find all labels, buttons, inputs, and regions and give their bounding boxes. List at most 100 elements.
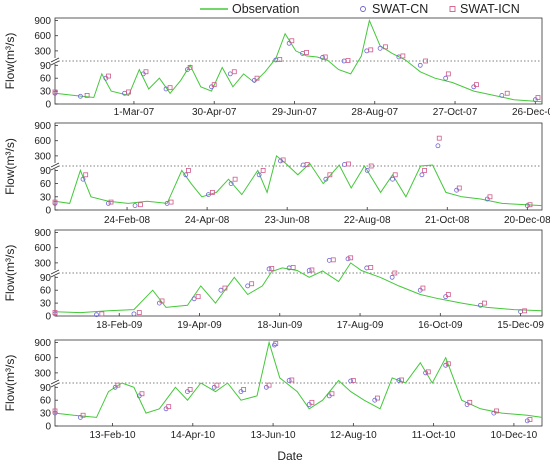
swat-icn-point bbox=[487, 194, 493, 200]
x-tick-label: 15-Dec-09 bbox=[497, 320, 544, 331]
axis-break-gap-2 bbox=[52, 163, 58, 169]
swat-cn-point bbox=[272, 342, 277, 348]
swat-icn-point bbox=[392, 270, 398, 276]
axis-break-mark-a-2 bbox=[50, 162, 60, 168]
swat-icn-point bbox=[143, 69, 149, 75]
swat-icn-point bbox=[494, 408, 499, 414]
swat-icn-point bbox=[52, 89, 58, 95]
swat-icn-point bbox=[273, 341, 279, 346]
swat-cn-point bbox=[191, 296, 197, 302]
swat-icn-point bbox=[420, 285, 426, 291]
swat-icn-point bbox=[309, 399, 315, 405]
axis-break-mark-b-1 bbox=[50, 60, 60, 66]
swat-cn-point bbox=[105, 200, 111, 206]
swat-icn-point bbox=[482, 300, 487, 306]
swat-icn-point bbox=[327, 172, 333, 178]
swat-icn-point bbox=[522, 308, 528, 314]
swat-cn-point bbox=[499, 93, 505, 98]
swat-icn-point bbox=[168, 199, 174, 205]
swat-cn-point bbox=[286, 40, 292, 46]
swat-icn-point bbox=[445, 361, 451, 367]
swat-cn-point bbox=[524, 203, 530, 209]
y-tick-label: 30 bbox=[40, 299, 52, 310]
swat-icn-point bbox=[504, 90, 510, 96]
legend-observation-label: Observation bbox=[232, 2, 299, 16]
swat-icn-point bbox=[368, 265, 374, 270]
swat-cn-point bbox=[94, 312, 99, 318]
x-tick-label: 1-Mar-07 bbox=[114, 107, 155, 118]
swat-icn-point bbox=[399, 377, 404, 383]
swat-icn-point bbox=[52, 408, 58, 414]
axis-break-mark-a-3 bbox=[50, 269, 60, 275]
legend-swat-icn-swatch bbox=[449, 6, 456, 12]
swat-icn-point bbox=[269, 266, 275, 271]
swat-icn-point bbox=[445, 71, 451, 77]
x-axis-label: Date bbox=[277, 449, 303, 463]
swat-cn-point bbox=[278, 158, 283, 164]
swat-cn-point bbox=[286, 378, 292, 383]
swat-icn-point bbox=[474, 82, 479, 88]
swat-cn-point bbox=[443, 362, 449, 368]
y-tick-label: 300 bbox=[34, 151, 51, 162]
x-tick-label: 24-Apr-08 bbox=[185, 215, 230, 226]
swat-cn-point bbox=[320, 55, 325, 60]
y-axis-label-4: Flow(m³/s) bbox=[3, 355, 17, 412]
swat-icn-point bbox=[222, 285, 228, 291]
swat-cn-point bbox=[306, 268, 312, 273]
swat-cn-point bbox=[266, 266, 272, 272]
swat-cn-point bbox=[419, 172, 425, 178]
y-tick-label: 60 bbox=[40, 74, 52, 85]
x-tick-label: 28-Aug-07 bbox=[351, 107, 398, 118]
swat-icn-point bbox=[99, 311, 105, 317]
y-tick-label: 90 bbox=[40, 273, 52, 284]
swat-icn-point bbox=[400, 53, 406, 59]
legend-swat-cn-label: SWAT-CN bbox=[372, 2, 428, 16]
swat-icn-point bbox=[83, 172, 89, 178]
swat-icn-point bbox=[159, 298, 165, 304]
y-axis-label-1: Flow(m³/s) bbox=[3, 33, 17, 90]
swat-icn-point bbox=[260, 167, 266, 173]
axis-break-mark-b-3 bbox=[50, 272, 60, 278]
y-tick-label: 60 bbox=[40, 179, 52, 190]
swat-icn-point bbox=[167, 85, 173, 91]
swat-cn-point bbox=[364, 265, 370, 271]
swat-cn-point bbox=[132, 203, 138, 209]
x-tick-label: 26-Dec-07 bbox=[512, 107, 550, 118]
y-tick-label: 0 bbox=[45, 206, 51, 217]
axis-break-gap-4 bbox=[52, 380, 58, 386]
swat-cn-point bbox=[389, 274, 395, 280]
swat-icn-point bbox=[126, 89, 131, 95]
swat-icn-point bbox=[84, 93, 90, 98]
swat-icn-point bbox=[139, 391, 145, 397]
y-tick-label: 90 bbox=[40, 61, 52, 72]
swat-icn-point bbox=[535, 95, 541, 100]
swat-icn-point bbox=[241, 387, 247, 392]
y-tick-label: 90 bbox=[40, 383, 52, 394]
swat-icn-point bbox=[254, 75, 260, 81]
swat-icn-point bbox=[290, 265, 296, 270]
y-tick-label: 900 bbox=[34, 228, 51, 239]
swat-cn-point bbox=[183, 172, 189, 178]
swat-icn-point bbox=[277, 57, 283, 62]
swat-cn-point bbox=[80, 176, 86, 182]
swat-cn-point bbox=[345, 256, 351, 262]
axis-break-mark-a-1 bbox=[50, 57, 60, 63]
swat-icn-point bbox=[187, 65, 193, 70]
y-tick-label: 0 bbox=[45, 100, 51, 111]
x-tick-label: 18-Jun-09 bbox=[257, 320, 302, 331]
swat-cn-point bbox=[364, 48, 370, 54]
y-tick-label: 30 bbox=[40, 87, 52, 98]
x-tick-label: 24-Feb-08 bbox=[104, 215, 151, 226]
swat-icn-point bbox=[392, 172, 398, 178]
y-tick-label: 0 bbox=[45, 422, 51, 433]
swat-icn-point bbox=[345, 58, 351, 63]
x-tick-label: 12-Aug-10 bbox=[330, 430, 377, 441]
swat-cn-point bbox=[390, 176, 395, 182]
x-tick-label: 19-Apr-09 bbox=[177, 320, 222, 331]
y-tick-label: 0 bbox=[45, 312, 51, 323]
swat-icn-point bbox=[456, 185, 462, 191]
swat-icn-point bbox=[348, 255, 354, 261]
y-tick-label: 300 bbox=[34, 258, 51, 269]
y-tick-label: 900 bbox=[34, 16, 51, 27]
